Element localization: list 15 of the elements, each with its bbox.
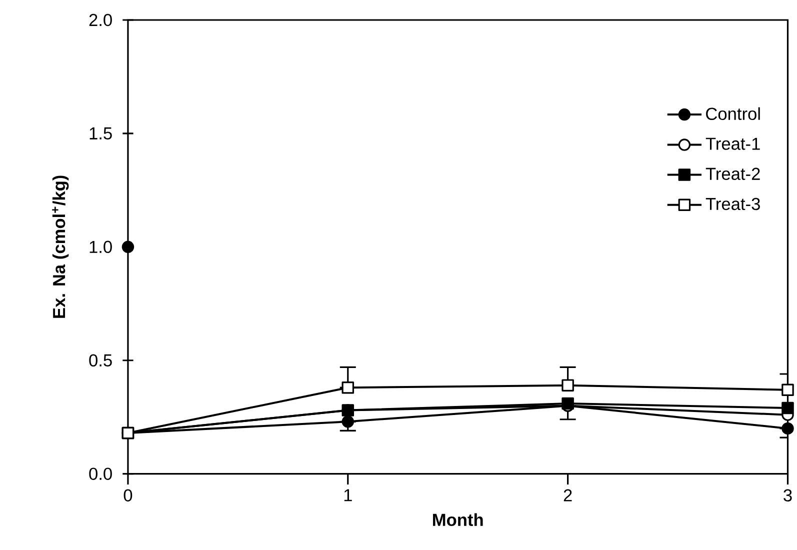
y-axis-title: Ex. Na (cmol$^{+}$/kg) <box>52 176 69 318</box>
x-axis-title: Month <box>433 513 483 526</box>
x-tick-label: 3 <box>784 489 792 502</box>
legend-label: Treat-2 <box>706 168 760 180</box>
y-tick-label: 2.0 <box>89 14 112 26</box>
y-tick-label: 0.0 <box>89 468 112 480</box>
legend-label: Treat-3 <box>706 198 760 210</box>
y-tick-label: 0.5 <box>89 354 112 367</box>
y-tick-label: 1.0 <box>90 240 112 254</box>
legend-label: Treat-1 <box>706 138 760 150</box>
x-tick-label: 0 <box>124 489 132 502</box>
legend-label: Control <box>706 107 760 120</box>
x-tick-label: 2 <box>564 489 572 502</box>
x-tick-label: 1 <box>344 489 352 502</box>
y-tick-label: 1.5 <box>90 128 112 140</box>
